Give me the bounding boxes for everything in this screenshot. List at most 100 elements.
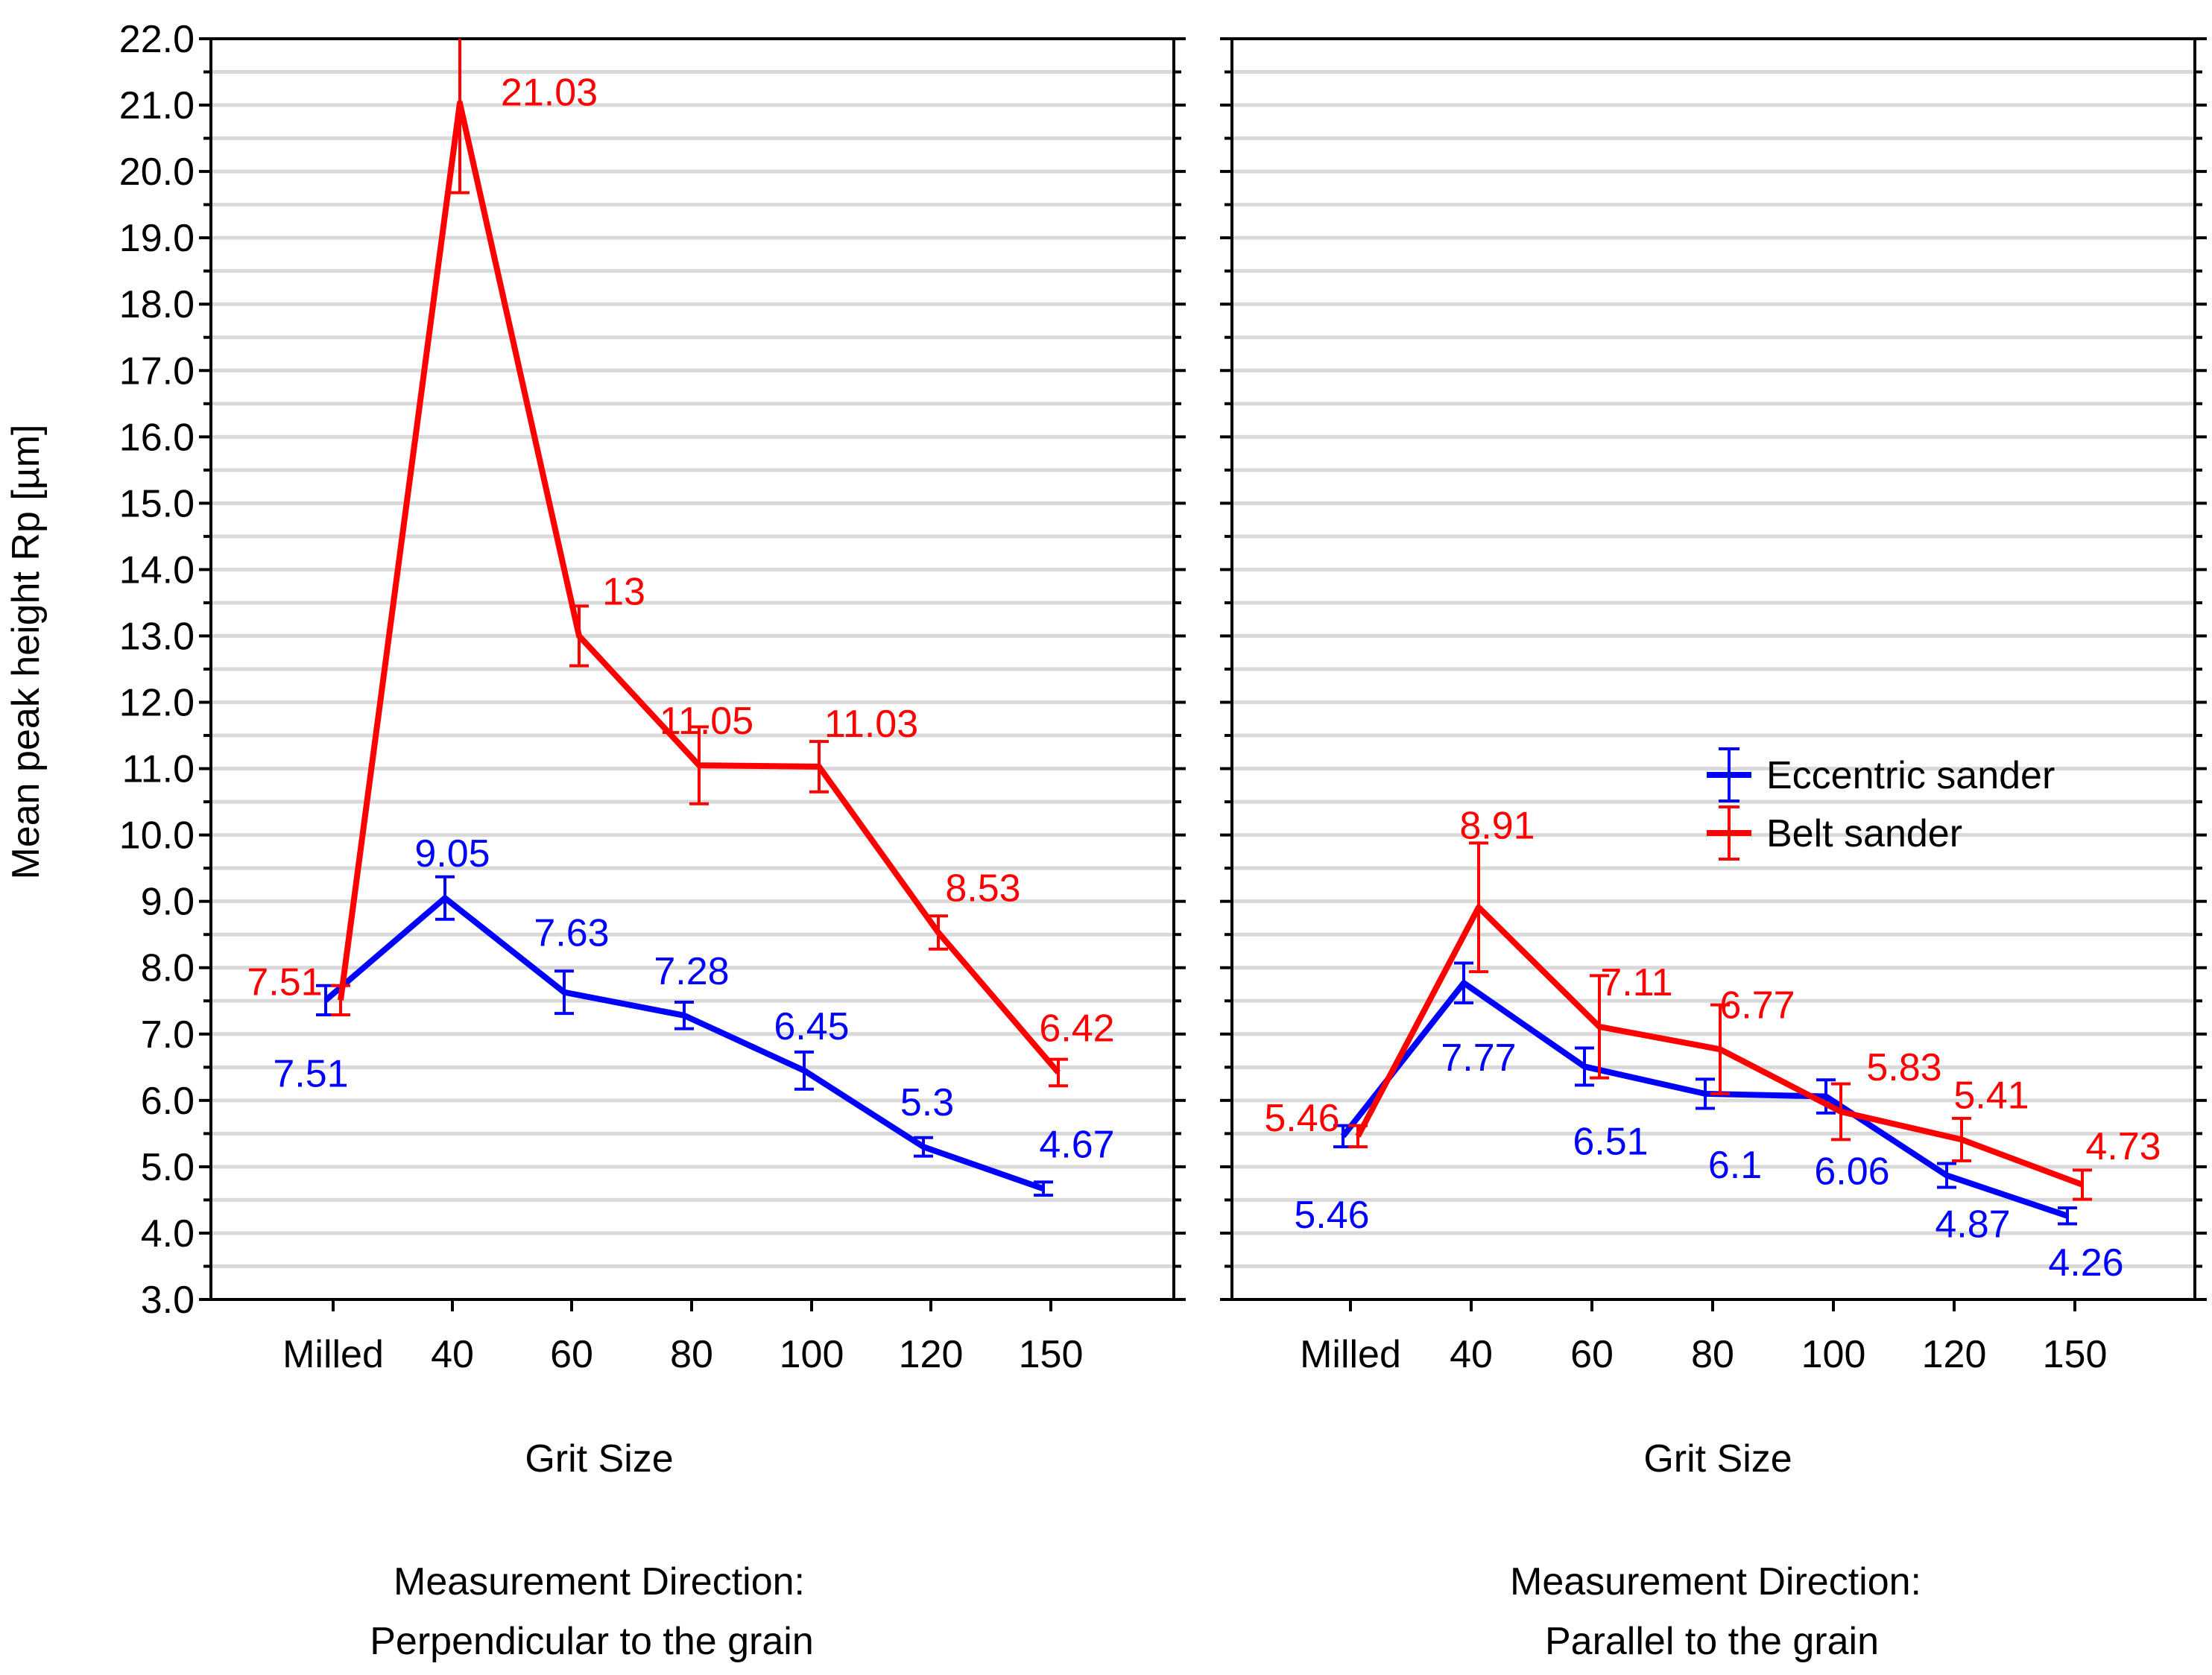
y-tick-label: 3.0 xyxy=(141,1279,195,1322)
series-layer: 5.46 7.77 6.51 6.1 6.06 4.87 4.26 5.46 8.91 7.11 6… xyxy=(1264,805,2161,1285)
error-bar xyxy=(689,725,709,805)
error-bar xyxy=(794,1050,814,1091)
data-label: 5.46 xyxy=(1264,1097,1339,1140)
data-label: 6.1 xyxy=(1708,1144,1762,1187)
data-label: 4.87 xyxy=(1935,1203,2010,1246)
data-label: 8.53 xyxy=(945,867,1020,911)
error-bar xyxy=(450,39,470,194)
y-tick-label: 16.0 xyxy=(119,416,195,459)
direction-title: Measurement Direction: xyxy=(394,1560,805,1603)
y-tick-label: 14.0 xyxy=(119,548,195,592)
error-bar xyxy=(674,1001,694,1030)
x-tick-labels: Milled 40 60 80 100 120 150 xyxy=(282,1299,1083,1376)
data-label: 8.91 xyxy=(1459,805,1535,848)
error-bar xyxy=(1590,974,1609,1080)
error-bar xyxy=(1710,1003,1730,1095)
data-label: 5.83 xyxy=(1866,1046,1941,1089)
data-label: 7.51 xyxy=(273,1052,348,1095)
error-bar xyxy=(569,604,589,668)
x-tick-label: 120 xyxy=(1922,1333,1987,1376)
series-layer: 7.51 9.05 7.63 7.28 6.45 5.3 4.67 7.51 21.03 13 11… xyxy=(247,39,1115,1197)
x-tick-labels: Milled 40 60 80 100 120 150 xyxy=(1300,1299,2107,1376)
panel-perpendicular: 3.0 4.0 5.0 6.0 7.0 8.0 9.0 10.0 11.0 12.0 13.0 14.… xyxy=(119,18,1186,1663)
y-tick-label: 9.0 xyxy=(141,881,195,924)
direction-label: Parallel to the grain xyxy=(1545,1620,1879,1663)
x-tick-label: 120 xyxy=(899,1333,964,1376)
error-bar xyxy=(1454,961,1473,1004)
error-bar xyxy=(2058,1206,2077,1226)
error-bar xyxy=(1034,1180,1053,1197)
x-tick-label: 40 xyxy=(1450,1333,1493,1376)
error-bar xyxy=(2073,1168,2092,1201)
y-tick-label: 4.0 xyxy=(141,1212,195,1256)
gridlines xyxy=(211,70,1174,1268)
data-label: 6.51 xyxy=(1573,1120,1648,1163)
error-bar xyxy=(1952,1116,1971,1162)
error-bar xyxy=(809,740,829,794)
data-label: 6.42 xyxy=(1039,1007,1114,1050)
y-tick-label: 17.0 xyxy=(119,349,195,393)
y-axis-title: Mean peak height Rp [µm] xyxy=(4,425,48,880)
data-label: 5.41 xyxy=(1953,1074,2029,1117)
x-tick-label: 150 xyxy=(2043,1333,2108,1376)
data-label: 7.63 xyxy=(534,912,609,955)
direction-label: Perpendicular to the grain xyxy=(370,1620,814,1663)
error-bar xyxy=(554,969,574,1016)
data-label: 7.28 xyxy=(654,950,729,993)
error-bar xyxy=(1816,1078,1836,1115)
x-tick-label: 40 xyxy=(431,1333,474,1376)
error-bar xyxy=(435,875,455,921)
y-tick-label: 21.0 xyxy=(119,84,195,127)
data-label: 6.45 xyxy=(774,1005,849,1048)
y-tick-label: 5.0 xyxy=(141,1146,195,1189)
direction-title: Measurement Direction: xyxy=(1510,1560,1921,1603)
error-bar xyxy=(1937,1162,1956,1189)
error-bar xyxy=(1831,1082,1851,1142)
y-tick-label: 6.0 xyxy=(141,1080,195,1123)
error-bar xyxy=(929,914,948,951)
y-tick-label: 19.0 xyxy=(119,217,195,260)
y-tick-label: 20.0 xyxy=(119,151,195,194)
legend-item-eccentric: Eccentric sander xyxy=(1707,747,2055,802)
x-tick-label: 100 xyxy=(780,1333,844,1376)
x-tick-label: 60 xyxy=(1570,1333,1614,1376)
y-tick-label: 13.0 xyxy=(119,615,195,658)
x-tick-label: Milled xyxy=(282,1333,384,1376)
y-tick-label: 7.0 xyxy=(141,1013,195,1057)
data-label: 11.03 xyxy=(824,703,918,746)
x-tick-label: 100 xyxy=(1801,1333,1866,1376)
x-tick-label: 60 xyxy=(550,1333,593,1376)
legend: Eccentric sander Belt sander xyxy=(1707,747,2055,861)
error-bar xyxy=(1696,1077,1715,1110)
error-bar xyxy=(1575,1046,1594,1087)
y-tick-label: 18.0 xyxy=(119,283,195,326)
y-tick-label: 15.0 xyxy=(119,482,195,525)
data-label: 4.73 xyxy=(2085,1125,2161,1168)
data-label: 5.46 xyxy=(1294,1194,1369,1237)
data-label: 13 xyxy=(602,570,645,613)
data-label: 4.67 xyxy=(1039,1123,1114,1166)
data-label: 4.26 xyxy=(2048,1241,2123,1285)
error-bar xyxy=(331,984,350,1016)
legend-label: Eccentric sander xyxy=(1766,754,2055,797)
data-label: 11.05 xyxy=(660,700,753,743)
data-label: 6.77 xyxy=(1719,984,1795,1027)
legend-label: Belt sander xyxy=(1766,812,1962,855)
data-label: 5.3 xyxy=(900,1081,954,1124)
y-tick-label: 11.0 xyxy=(122,748,195,791)
x-axis-title: Grit Size xyxy=(525,1437,673,1481)
y-tick-label: 8.0 xyxy=(141,947,195,990)
data-label: 7.77 xyxy=(1441,1036,1516,1080)
error-bar xyxy=(1348,1124,1368,1149)
data-label: 21.03 xyxy=(501,71,598,114)
panel-parallel: 5.46 7.77 6.51 6.1 6.06 4.87 4.26 5.46 8.91 7.11 6… xyxy=(1220,37,2207,1663)
data-label: 7.51 xyxy=(247,960,322,1004)
error-bar xyxy=(1469,841,1488,974)
legend-item-belt: Belt sander xyxy=(1707,805,1962,861)
y-tick-label: 12.0 xyxy=(119,682,195,725)
data-label: 6.06 xyxy=(1814,1150,1889,1193)
error-bar xyxy=(1049,1057,1068,1088)
x-tick-label: 80 xyxy=(1691,1333,1734,1376)
x-tick-label: 80 xyxy=(670,1333,713,1376)
